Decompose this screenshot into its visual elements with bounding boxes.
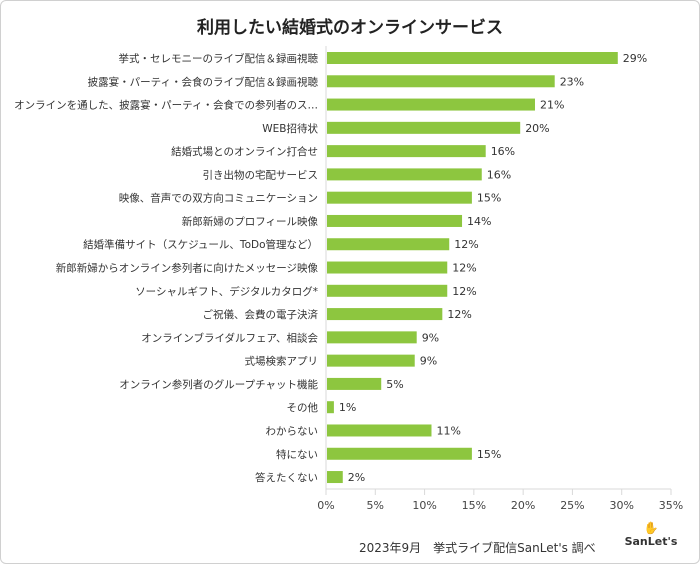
category-label: ソーシャルギフト、デジタルカタログ* [135, 285, 318, 298]
bar [327, 75, 555, 88]
bar [327, 377, 382, 390]
category-label: 結婚準備サイト（スケジュール、ToDo管理など） [83, 238, 318, 251]
bar [327, 168, 482, 181]
bar [327, 331, 417, 344]
category-label: 引き出物の宅配サービス [203, 168, 319, 181]
data-label: 12% [447, 308, 471, 321]
data-label: 1% [339, 401, 356, 414]
category-label: ご祝儀、会費の電子決済 [203, 308, 319, 321]
bar [327, 52, 618, 64]
x-tick-label: 0% [317, 499, 334, 512]
x-tick-label: 30% [609, 499, 633, 512]
category-label: オンラインブライダルフェア、相談会 [141, 331, 318, 344]
category-label: 披露宴・パーティ・会食のライブ配信＆録画視聴 [88, 75, 319, 88]
bar [327, 424, 432, 437]
bar [327, 145, 486, 158]
bar [327, 191, 472, 204]
bar [327, 354, 415, 367]
category-label: 新郎新婦のプロフィール映像 [182, 215, 319, 228]
data-label: 2% [348, 471, 365, 484]
data-label: 12% [454, 238, 478, 251]
x-tick-label: 10% [412, 499, 436, 512]
category-label: 挙式・セレモニーのライブ配信＆録画視聴 [119, 52, 319, 65]
source-note: 2023年9月 挙式ライブ配信SanLet's 調べ [359, 541, 596, 555]
data-label: 14% [467, 215, 491, 228]
x-tick-label: 5% [367, 499, 384, 512]
data-label: 9% [420, 355, 437, 368]
bar [327, 238, 450, 251]
x-tick-label: 35% [659, 499, 683, 512]
logo-text: SanLet's [624, 535, 678, 548]
category-label: WEB招待状 [262, 122, 318, 135]
category-label: 映像、音声での双方向コミュニケーション [119, 192, 318, 205]
bar [327, 121, 521, 134]
category-label: その他 [287, 401, 319, 414]
data-label: 12% [452, 262, 476, 275]
category-label: わからない [266, 425, 319, 437]
data-label: 12% [452, 285, 476, 298]
data-label: 23% [560, 75, 584, 88]
bar [327, 471, 343, 484]
chart-title: 利用したい結婚式のオンラインサービス [197, 18, 503, 38]
bar [327, 401, 334, 414]
data-label: 15% [477, 448, 501, 461]
x-tick-label: 25% [560, 499, 584, 512]
data-label: 16% [487, 168, 511, 181]
category-label: 特にない [276, 449, 318, 461]
category-label: 式場検索アプリ [245, 355, 319, 368]
x-tick-label: 20% [511, 499, 535, 512]
hand-icon: ✋ [643, 521, 659, 535]
data-label: 15% [477, 192, 501, 205]
data-label: 5% [386, 378, 403, 391]
sanlets-logo: ✋ SanLet's [621, 521, 681, 548]
category-label: 答えたくない [255, 471, 318, 484]
category-label: 結婚式場とのオンライン打合せ [171, 145, 318, 158]
bar [327, 98, 535, 111]
category-label: 新郎新婦からオンライン参列者に向けたメッセージ映像 [56, 262, 319, 275]
category-label: オンライン参列者のグループチャット機能 [119, 378, 318, 391]
x-tick-label: 15% [462, 499, 486, 512]
data-label: 16% [491, 145, 515, 158]
bar [327, 308, 443, 321]
data-label: 21% [540, 99, 564, 112]
bar [327, 261, 448, 274]
data-label: 9% [422, 331, 439, 344]
bar [327, 447, 472, 460]
bar [327, 284, 448, 297]
data-label: 20% [525, 122, 549, 135]
data-label: 29% [623, 52, 647, 65]
data-label: 11% [436, 424, 460, 437]
category-label: オンラインを通した、披露宴・パーティ・会食での参列者のス… [14, 99, 318, 112]
bar [327, 214, 463, 227]
